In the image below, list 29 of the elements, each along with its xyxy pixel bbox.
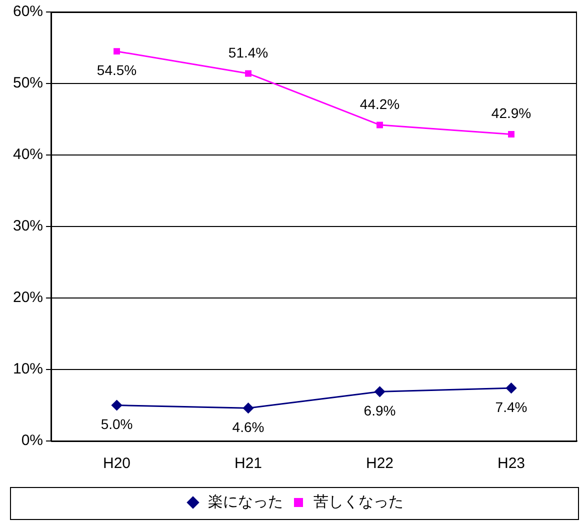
y-tick-label: 40%	[12, 146, 44, 164]
y-tick-label: 0%	[21, 432, 44, 450]
point	[243, 402, 254, 414]
y-tick-label: 50%	[12, 74, 44, 92]
y-tick-label: 60%	[12, 3, 44, 20]
data-label: 4.6%	[232, 418, 264, 435]
data-label: 42.9%	[491, 105, 532, 122]
data-label: 51.4%	[228, 44, 268, 60]
point	[114, 48, 120, 55]
x-tick-label: H22	[366, 455, 394, 472]
y-tick-label: 20%	[12, 289, 44, 306]
point	[374, 386, 386, 397]
data-label: 7.4%	[495, 398, 528, 415]
x-tick-label: H21	[234, 455, 262, 472]
point	[506, 382, 517, 394]
point	[508, 131, 514, 138]
x-tick-label: H23	[497, 455, 526, 472]
x-tick-label: H20	[103, 455, 131, 472]
y-tick-label: 10%	[12, 360, 44, 378]
point	[376, 122, 383, 128]
point	[112, 400, 122, 410]
data-label: 54.5%	[96, 62, 137, 78]
data-label: 44.2%	[360, 96, 400, 112]
legend-label: 苦しくなった	[314, 494, 404, 511]
y-tick-label: 30%	[12, 218, 44, 235]
data-label: 6.9%	[364, 402, 396, 419]
point	[245, 70, 252, 77]
data-label: 5.0%	[100, 416, 133, 432]
legend-label: 楽になった	[208, 494, 283, 511]
